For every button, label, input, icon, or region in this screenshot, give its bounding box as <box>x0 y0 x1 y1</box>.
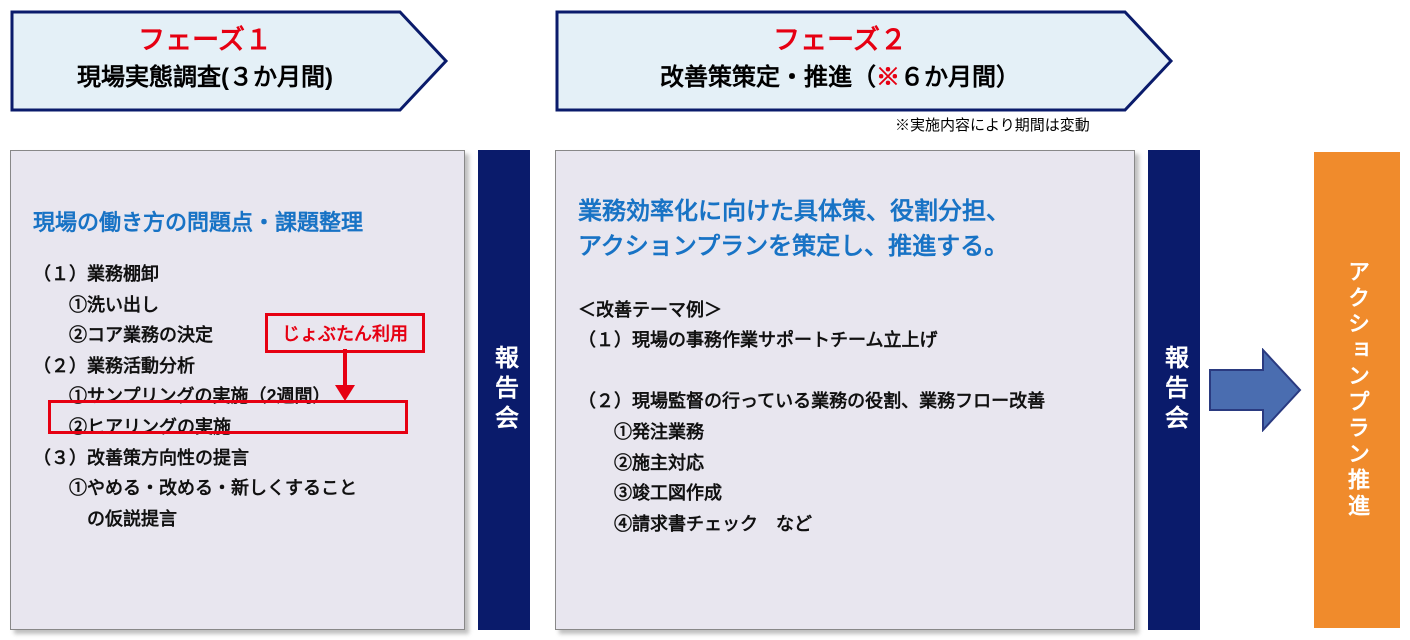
phase2-heading: 業務効率化に向けた具体策、役割分担、アクションプランを策定し、推進する。 <box>578 195 1112 265</box>
phase2-title: フェーズ２ <box>555 18 1125 57</box>
phase1-banner-text: フェーズ１ 現場実態調査(３か月間) <box>10 18 400 92</box>
phase2-body: ＜改善テーマ例＞ （１）現場の事務作業サポートチーム立上げ （２）現場監督の行っ… <box>578 295 1112 540</box>
phase2-subtitle: 改善策策定・推進（※６か月間） <box>555 57 1125 92</box>
sampling-highlight <box>48 400 408 434</box>
phase2-panel: 業務効率化に向けた具体策、役割分担、アクションプランを策定し、推進する。 ＜改善… <box>555 150 1135 630</box>
phase1-body: （１）業務棚卸 ①洗い出し ②コア業務の決定 （２）業務活動分析 ①サンプリング… <box>33 259 442 534</box>
phase1-title: フェーズ１ <box>10 18 400 57</box>
report1-strip: 報告会 <box>478 150 530 630</box>
report2-strip: 報告会 <box>1148 150 1200 630</box>
phase1-panel: 現場の働き方の問題点・課題整理 （１）業務棚卸 ①洗い出し ②コア業務の決定 （… <box>10 150 465 630</box>
action-plan-strip: アクションプラン推進 <box>1312 150 1402 630</box>
big-arrow-icon <box>1208 348 1303 432</box>
phase2-footnote: ※実施内容により期間は変動 <box>895 114 1090 135</box>
phase1-heading: 現場の働き方の問題点・課題整理 <box>33 205 442 237</box>
phase2-banner-text: フェーズ２ 改善策策定・推進（※６か月間） <box>555 18 1125 92</box>
jobtan-callout: じょぶたん利用 <box>265 313 425 353</box>
phase1-subtitle: 現場実態調査(３か月間) <box>10 57 400 92</box>
callout-arrow-icon <box>330 349 360 404</box>
